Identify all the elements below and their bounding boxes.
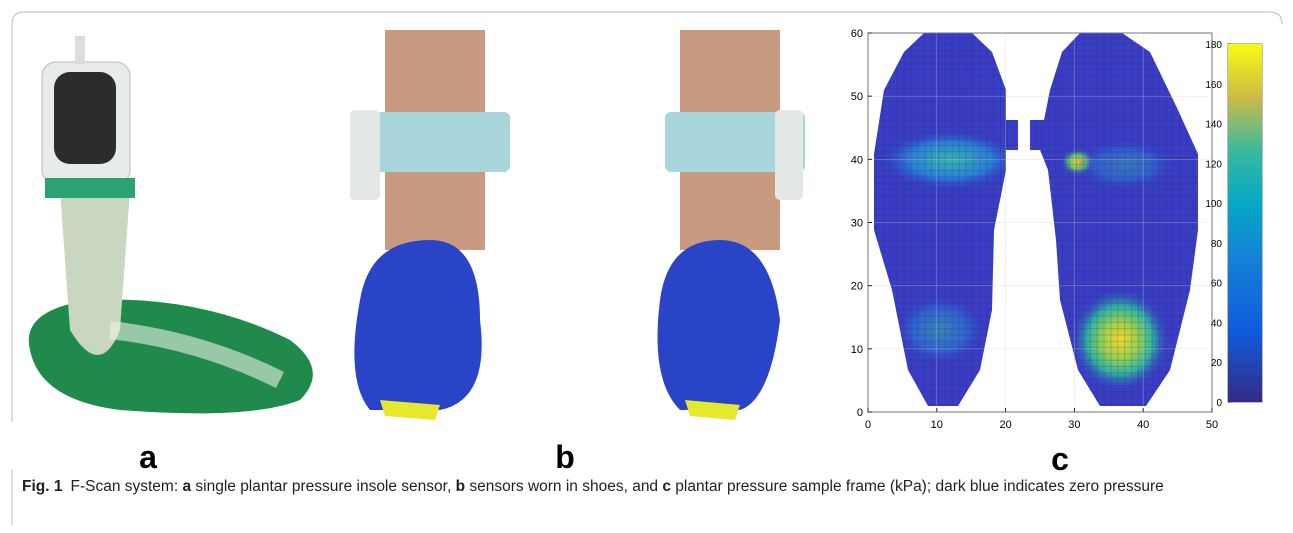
x-tick-label: 20: [999, 419, 1011, 431]
colorbar-tick-label: 140: [1205, 120, 1222, 131]
caption-text: sensors worn in shoes, and: [465, 478, 662, 495]
y-tick-label: 10: [851, 344, 863, 356]
caption: Fig. 1 F-Scan system: a single plantar pr…: [12, 474, 1282, 499]
y-tick-label: 0: [857, 407, 863, 419]
colorbar-tick-label: 60: [1211, 279, 1223, 290]
x-tick-label: 30: [1068, 419, 1080, 431]
y-tick-label: 60: [851, 28, 863, 40]
caption-text: plantar pressure sample frame (kPa); dar…: [671, 478, 1164, 495]
colorbar-tick-label: 120: [1205, 159, 1222, 170]
caption-text: c: [662, 478, 671, 495]
x-tick-label: 0: [865, 419, 871, 431]
colorbar-tick-label: 160: [1205, 80, 1222, 91]
caption-text: F-Scan system:: [70, 478, 182, 495]
caption-text: a: [182, 478, 191, 495]
y-tick-label: 50: [851, 91, 863, 103]
colorbar: [1228, 44, 1262, 402]
x-tick-label: 40: [1137, 419, 1149, 431]
x-tick-label: 50: [1206, 419, 1218, 431]
panel-label: c: [1051, 441, 1069, 477]
insole-photo: [29, 36, 313, 413]
caption-text: b: [456, 478, 465, 495]
colorbar-tick-label: 40: [1211, 318, 1223, 329]
figure: 0 10 20 30 40 50 0 10 20 30 40 50 60 0 20 40 60 80 100 120 1…: [0, 0, 1293, 533]
y-tick-label: 30: [851, 218, 863, 230]
shoes-photo: [350, 30, 805, 420]
y-tick-label: 40: [851, 154, 863, 166]
x-tick-label: 10: [931, 419, 943, 431]
y-tick-label: 20: [851, 281, 863, 293]
caption-label: Fig. 1: [22, 478, 62, 495]
panel-label: b: [555, 439, 575, 475]
page: 0 10 20 30 40 50 0 10 20 30 40 50 60 0 20 40 60 80 100 120 1…: [0, 0, 1293, 533]
colorbar-tick-label: 20: [1211, 358, 1223, 369]
colorbar-tick-label: 80: [1211, 239, 1223, 250]
colorbar-tick-label: 0: [1216, 398, 1222, 409]
panel-label: a: [139, 439, 157, 475]
colorbar-tick-label: 180: [1205, 40, 1222, 51]
caption-text: single plantar pressure insole sensor,: [191, 478, 456, 495]
colorbar-tick-label: 100: [1205, 199, 1222, 210]
